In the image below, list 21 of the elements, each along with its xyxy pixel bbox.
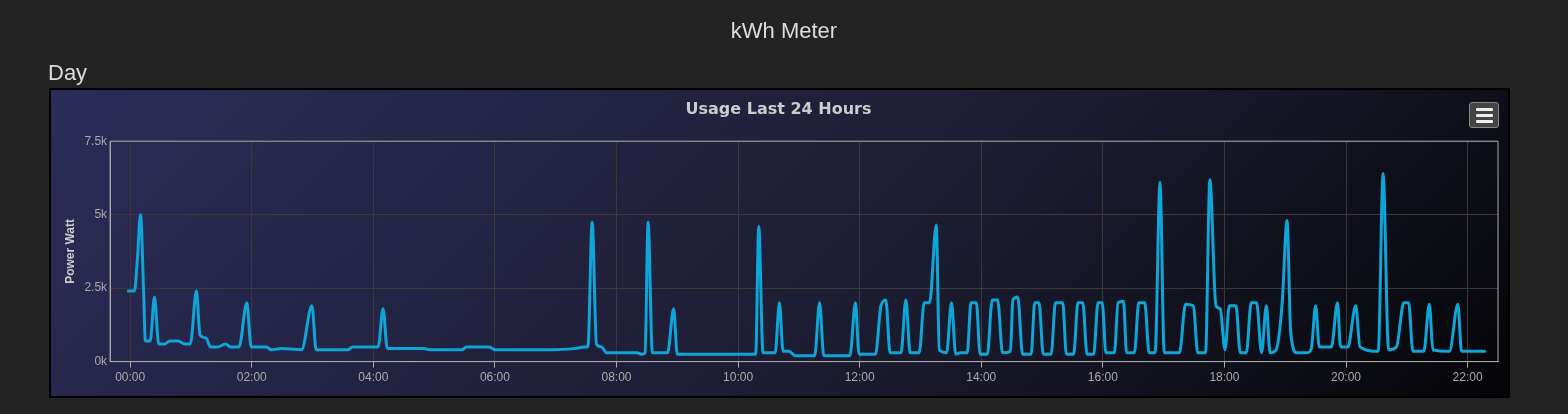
x-tick-label: 08:00 [601,370,632,385]
line-series [126,172,1487,358]
y-axis-title: Power Watt [62,218,77,284]
x-tick-label: 20:00 [1331,370,1362,385]
text: kWh Meter [729,18,839,44]
x-tick-label: 06:00 [479,370,511,385]
x-tick-label: 00:00 [115,370,146,385]
x-tick-label: 10:00 [723,370,754,385]
x-tick-label: 02:00 [236,370,268,385]
x-tick-label: 16:00 [1087,370,1119,385]
x-tick-label: 18:00 [1209,370,1240,385]
y-tick-label: 5k [94,206,109,221]
x-tick-label: 22:00 [1452,370,1483,385]
chart-title: Usage Last 24 Hours [685,98,872,118]
x-tick-label: 14:00 [966,370,997,385]
y-tick-label: 0k [94,353,109,368]
x-tick-label: 12:00 [844,370,876,385]
y-tick-label: 7.5k [84,133,109,148]
y-tick-label: 2.5k [84,280,109,295]
x-tick-label: 04:00 [358,370,389,385]
text: Day [48,60,88,86]
